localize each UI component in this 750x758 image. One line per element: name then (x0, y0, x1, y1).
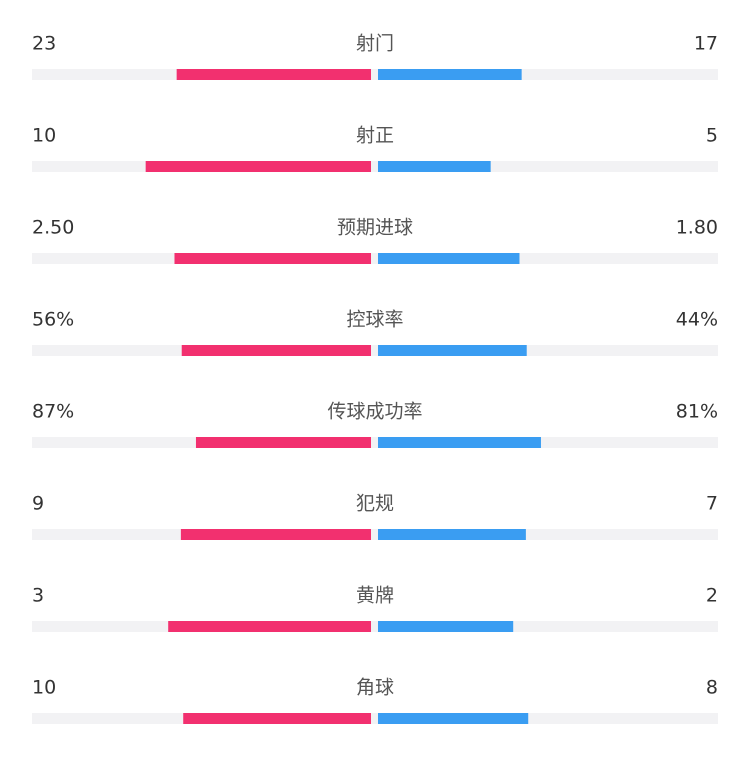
bar (378, 345, 527, 356)
bar (378, 69, 522, 80)
bar-track (32, 713, 718, 724)
value-label: 10 (32, 677, 56, 699)
value-label: 81% (676, 401, 718, 423)
category-label: 射门 (356, 33, 394, 55)
value-label: 5 (706, 125, 718, 147)
value-label: 8 (706, 677, 718, 699)
value-label: 44% (676, 309, 718, 331)
bar-track (32, 621, 718, 632)
category-label: 控球率 (346, 309, 403, 331)
value-label: 23 (32, 33, 56, 55)
value-label: 10 (32, 125, 56, 147)
value-label: 9 (32, 493, 44, 515)
category-label: 射正 (356, 125, 394, 147)
bar (195, 437, 371, 448)
value-label: 56% (32, 309, 74, 331)
bar (378, 437, 541, 448)
bar (145, 161, 371, 172)
bar (174, 253, 371, 264)
value-label: 87% (32, 401, 74, 423)
bar-track (32, 161, 718, 172)
value-label: 2 (706, 585, 718, 607)
value-label: 17 (694, 33, 718, 55)
bar (168, 621, 371, 632)
category-label: 犯规 (356, 493, 394, 515)
bar (180, 529, 371, 540)
bar (176, 69, 371, 80)
bar (183, 713, 371, 724)
value-label: 3 (32, 585, 44, 607)
bar-track (32, 437, 718, 448)
bar-track (32, 345, 718, 356)
bar (378, 621, 514, 632)
value-label: 2.50 (32, 217, 74, 239)
bar-track (32, 253, 718, 264)
value-label: 1.80 (676, 217, 718, 239)
category-label: 传球成功率 (327, 401, 422, 423)
value-label: 7 (706, 493, 718, 515)
bar (378, 529, 526, 540)
bar-track (32, 69, 718, 80)
category-label: 预期进球 (337, 217, 413, 239)
bar (378, 253, 520, 264)
category-label: 黄牌 (356, 585, 394, 607)
bar-track (32, 529, 718, 540)
bar (378, 161, 491, 172)
category-label: 角球 (356, 677, 394, 699)
bar (378, 713, 529, 724)
bar (181, 345, 371, 356)
